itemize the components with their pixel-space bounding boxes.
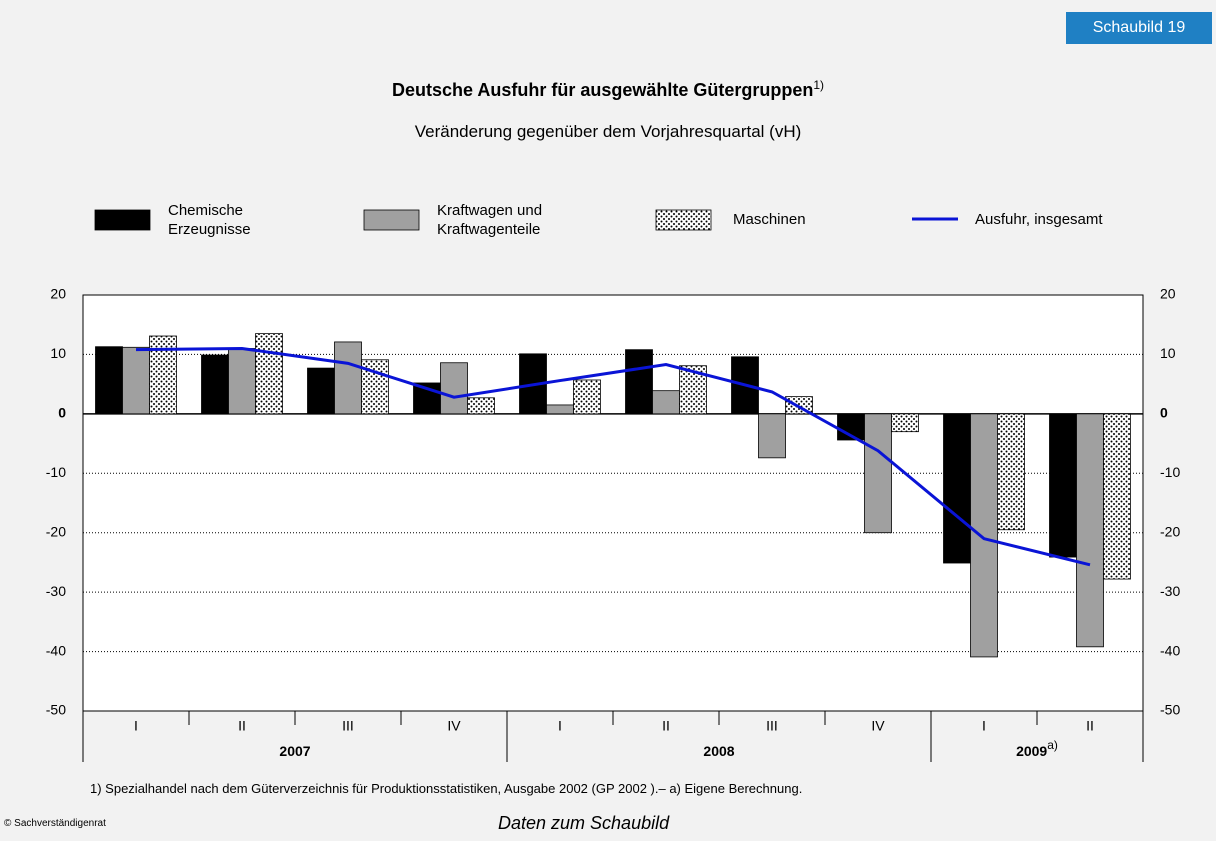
bar <box>440 362 468 415</box>
legend-label: Kraftwagen und Kraftwagenteile <box>437 202 543 238</box>
group-label-text: 2007 <box>279 743 310 759</box>
bar <box>1049 413 1077 558</box>
line <box>135 346 1091 567</box>
data-link[interactable]: Daten zum Schaubild <box>498 813 670 833</box>
x-tick-label: III <box>766 718 778 734</box>
bar <box>255 333 283 415</box>
bar <box>970 413 998 658</box>
x-tick-label: II <box>1086 718 1094 734</box>
bar <box>997 413 1025 531</box>
y-tick-label: 0 <box>58 405 66 421</box>
bar <box>228 348 256 415</box>
bar <box>95 346 123 415</box>
x-tick-label: I <box>134 718 138 734</box>
y2-tick-label: 0 <box>1160 405 1168 421</box>
bar <box>625 349 653 415</box>
bar <box>1076 413 1104 648</box>
x-tick-label: I <box>982 718 986 734</box>
bar <box>891 413 919 433</box>
legend-swatch <box>655 209 712 231</box>
x-tick-label: I <box>558 718 562 734</box>
bar <box>334 341 362 415</box>
bar <box>122 346 150 415</box>
y-tick-label: 20 <box>50 286 66 302</box>
bar <box>943 413 971 564</box>
title-note: 1) <box>813 78 825 92</box>
y2-tick-label: -20 <box>1160 523 1180 539</box>
group-label-text: 2009 <box>1016 743 1047 759</box>
copyright: © Sachverständigenrat <box>4 818 106 829</box>
x-tick-label: IV <box>447 718 461 734</box>
y-tick-label: -50 <box>46 702 66 718</box>
badge: Schaubild 19 <box>1066 12 1212 44</box>
y-tick-label: 10 <box>50 345 66 361</box>
bar <box>652 390 680 415</box>
y2-tick-label: -50 <box>1160 702 1180 718</box>
y2-tick-label: 20 <box>1160 286 1176 302</box>
bar <box>149 335 177 415</box>
chart-title: Deutsche Ausfuhr für ausgewählte Gütergr… <box>0 78 1216 101</box>
group-note: a) <box>1047 738 1058 752</box>
bar <box>573 379 601 415</box>
x-tick-label: III <box>342 718 354 734</box>
y-tick-label: -30 <box>46 583 66 599</box>
y2-tick-label: 10 <box>1160 345 1176 361</box>
legend-swatch <box>94 209 151 231</box>
title-text: Deutsche Ausfuhr für ausgewählte Gütergr… <box>391 80 814 100</box>
bar <box>758 413 786 459</box>
y2-tick-label: -40 <box>1160 642 1180 658</box>
bar <box>864 413 892 534</box>
footnote: 1) Spezialhandel nach dem Güterverzeichn… <box>90 781 803 796</box>
y-tick-label: -10 <box>46 464 66 480</box>
x-tick-label: IV <box>871 718 885 734</box>
legend-label: Ausfuhr, insgesamt <box>975 211 1103 228</box>
y-tick-label: -40 <box>46 642 66 658</box>
bar <box>307 367 335 415</box>
bar <box>467 397 495 415</box>
y2-tick-label: -10 <box>1160 464 1180 480</box>
group-label: 2008 <box>703 743 734 759</box>
legend-label: Chemische Erzeugnisse <box>168 202 251 238</box>
subtitle: Veränderung gegenüber dem Vorjahresquart… <box>414 122 802 141</box>
x-tick-label: II <box>662 718 670 734</box>
group-label: 2009a) <box>1016 738 1058 759</box>
legend-label: Maschinen <box>733 211 806 228</box>
y-tick-label: -20 <box>46 523 66 539</box>
group-label-text: 2008 <box>703 743 734 759</box>
bar <box>546 404 574 415</box>
bar <box>201 354 229 415</box>
bar <box>1103 413 1131 580</box>
group-label: 2007 <box>279 743 310 759</box>
x-tick-label: II <box>238 718 246 734</box>
legend-swatch <box>363 209 420 231</box>
y2-tick-label: -30 <box>1160 583 1180 599</box>
